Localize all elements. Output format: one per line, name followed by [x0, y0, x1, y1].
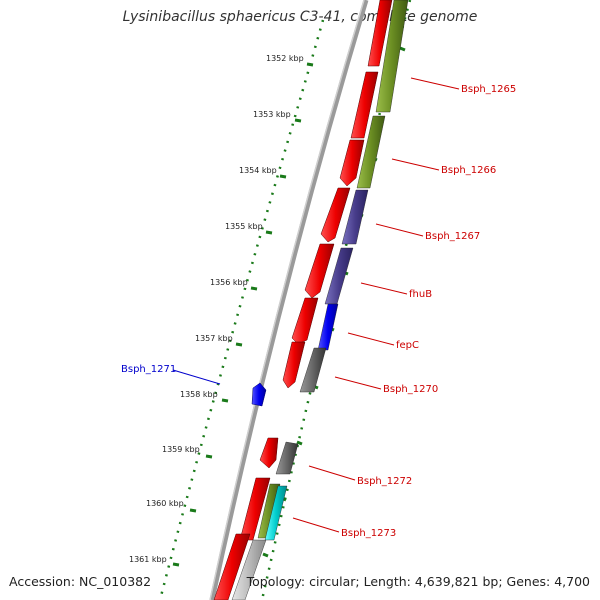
blue-feature [317, 303, 339, 351]
cds-feature [339, 139, 365, 187]
cds-ring [213, 0, 393, 600]
cds-ring-2 [231, 0, 409, 600]
cds-feature [291, 297, 319, 345]
cds-feature [367, 0, 393, 67]
scale-label-1360: 1360 kbp [146, 499, 184, 508]
scale-labels: 1352 kbp 1353 kbp 1354 kbp 1355 kbp 1356… [129, 54, 304, 564]
scale-label-1361: 1361 kbp [129, 555, 167, 564]
gene-label-fhub: fhuB [409, 289, 432, 300]
cds-feature [213, 533, 251, 600]
scale-label-1358: 1358 kbp [180, 390, 218, 399]
scale-label-1353: 1353 kbp [253, 110, 291, 119]
gray-feature [299, 347, 327, 393]
cds-feature [350, 71, 379, 139]
gene-label-bsph-1265: Bsph_1265 [461, 84, 516, 95]
scale-label-1357: 1357 kbp [195, 334, 233, 343]
scale-label-1356: 1356 kbp [210, 278, 248, 287]
cds-feature [282, 341, 306, 389]
scale-label-1359: 1359 kbp [162, 445, 200, 454]
lightgray-feature [231, 539, 267, 600]
backbone-arc [209, 0, 369, 600]
gene-label-bsph-1272: Bsph_1272 [357, 476, 412, 487]
backbone-arc-highlight [209, 0, 365, 600]
slate-feature [341, 189, 369, 245]
olive-feature [375, 0, 409, 113]
bsph-1271-feature [251, 382, 267, 407]
accession-text: Accession: NC_010382 [9, 574, 152, 589]
gene-label-bsph-1273: Bsph_1273 [341, 528, 396, 539]
gene-label-fepc: fepC [396, 340, 419, 351]
cds-feature [320, 187, 351, 243]
cds-feature [304, 243, 335, 299]
gene-labels: Bsph_1265 Bsph_1266 Bsph_1267 fhuB fepC … [121, 84, 516, 539]
olive-feature [356, 115, 386, 189]
leader-lines [172, 77, 460, 533]
gray-feature [275, 441, 299, 475]
cyan-feature [264, 485, 288, 541]
genome-summary-text: Topology: circular; Length: 4,639,821 bp… [246, 574, 590, 589]
inner-tick-arc [260, 0, 412, 600]
outer-tick-arc [158, 19, 325, 600]
scale-label-1354: 1354 kbp [239, 166, 277, 175]
gene-label-bsph-1270: Bsph_1270 [383, 384, 438, 395]
gene-label-bsph-1271: Bsph_1271 [121, 364, 176, 375]
scale-label-1355: 1355 kbp [225, 222, 263, 231]
gene-label-bsph-1266: Bsph_1266 [441, 165, 496, 176]
scale-ticks [172, 62, 314, 567]
cds-feature [259, 437, 279, 469]
scale-label-1352: 1352 kbp [266, 54, 304, 63]
gene-label-bsph-1267: Bsph_1267 [425, 231, 480, 242]
